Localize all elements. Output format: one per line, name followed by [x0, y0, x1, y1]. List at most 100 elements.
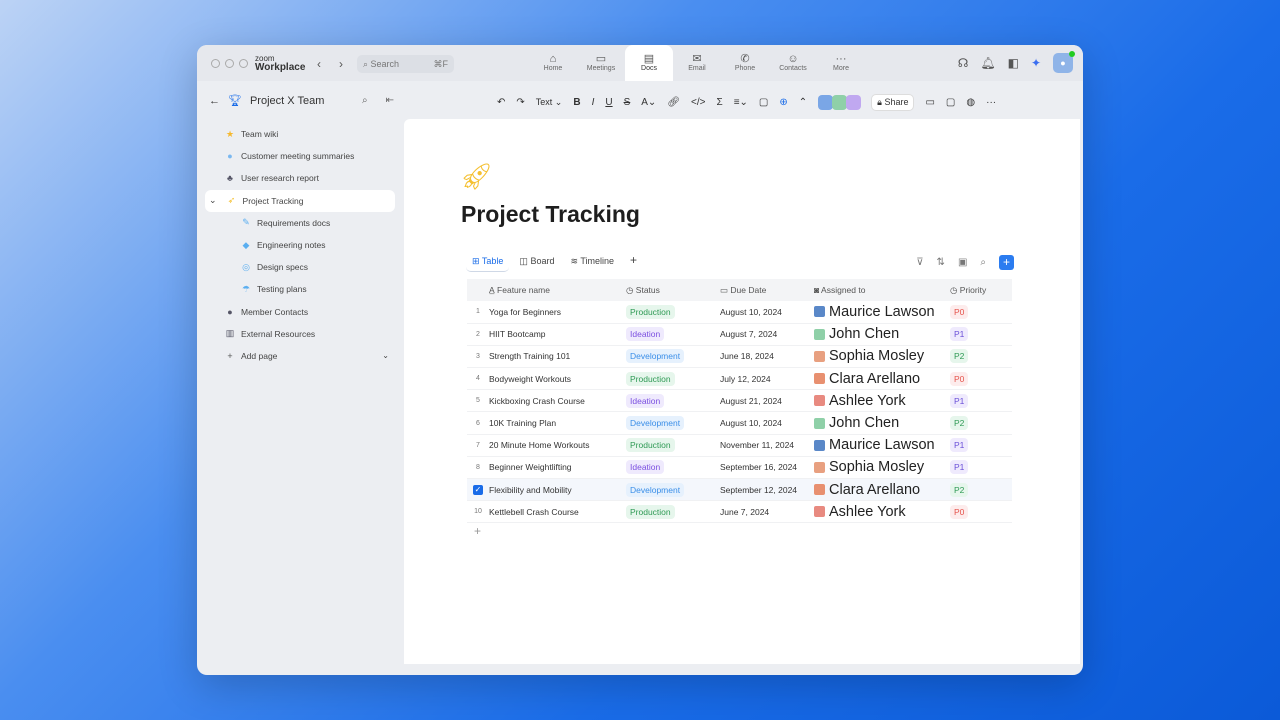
- priority-cell[interactable]: P2: [950, 345, 1012, 369]
- sidebar-item[interactable]: ▥ External Resources: [205, 323, 395, 345]
- feature-cell[interactable]: Bodyweight Workouts: [489, 367, 626, 391]
- sidebar-item[interactable]: ◆ Engineering notes: [205, 234, 395, 256]
- status-cell[interactable]: Development: [626, 478, 720, 502]
- view-tab-table[interactable]: ⊞ Table: [466, 252, 510, 272]
- row-number[interactable]: 10: [467, 500, 489, 524]
- nav-tab-more[interactable]: ··· More: [817, 45, 865, 81]
- window-controls[interactable]: [211, 59, 248, 68]
- table-row[interactable]: 2 HIIT Bootcamp Ideation August 7, 2024 …: [467, 323, 1012, 346]
- table-row[interactable]: 5 Kickboxing Crash Course Ideation Augus…: [467, 389, 1012, 413]
- globe-icon[interactable]: ◍: [966, 97, 976, 108]
- status-cell[interactable]: Production: [626, 301, 720, 324]
- row-number[interactable]: ✓: [467, 478, 489, 502]
- strikethrough-icon[interactable]: S: [623, 97, 631, 108]
- row-number[interactable]: 7: [467, 434, 489, 457]
- search-icon[interactable]: ⌕: [980, 257, 986, 268]
- chat-icon[interactable]: ▢: [945, 97, 956, 108]
- priority-cell[interactable]: P2: [950, 411, 1012, 435]
- view-tab-timeline[interactable]: ≋ Timeline: [570, 256, 615, 266]
- bold-icon[interactable]: B: [573, 97, 581, 108]
- collapse-sidebar-icon[interactable]: ⇤: [385, 95, 394, 106]
- chevron-up-icon[interactable]: ⌃: [798, 97, 808, 108]
- assignee-cell[interactable]: Clara Arellano: [814, 367, 950, 391]
- feature-cell[interactable]: HIIT Bootcamp: [489, 323, 626, 346]
- sidebar-item[interactable]: ♣ User research report: [205, 167, 395, 189]
- feature-cell[interactable]: 20 Minute Home Workouts: [489, 434, 626, 457]
- row-number[interactable]: 3: [467, 345, 489, 369]
- status-cell[interactable]: Ideation: [626, 323, 720, 346]
- forward-icon[interactable]: ›: [339, 57, 343, 71]
- italic-icon[interactable]: I: [591, 97, 595, 108]
- sidebar-item[interactable]: ● Customer meeting summaries: [205, 145, 395, 167]
- assignee-cell[interactable]: Maurice Lawson: [814, 301, 950, 324]
- panel-icon[interactable]: ◧: [1007, 56, 1019, 70]
- headset-icon[interactable]: ☊: [957, 56, 969, 70]
- back-icon[interactable]: ‹: [317, 57, 321, 71]
- nav-tab-home[interactable]: ⌂ Home: [529, 45, 577, 81]
- assignee-cell[interactable]: Maurice Lawson: [814, 434, 950, 457]
- column-header[interactable]: A̲ Feature name: [489, 279, 626, 301]
- assignee-cell[interactable]: John Chen: [814, 323, 950, 346]
- priority-cell[interactable]: P1: [950, 389, 1012, 413]
- filter-icon[interactable]: ⊽: [916, 257, 924, 268]
- select-all[interactable]: [467, 279, 489, 301]
- due-date-cell[interactable]: June 18, 2024: [720, 345, 814, 369]
- priority-cell[interactable]: P0: [950, 301, 1012, 324]
- add-view-button[interactable]: +: [630, 253, 638, 267]
- feature-cell[interactable]: Flexibility and Mobility: [489, 478, 626, 502]
- status-cell[interactable]: Development: [626, 411, 720, 435]
- formula-icon[interactable]: Σ: [716, 97, 723, 108]
- feature-cell[interactable]: Yoga for Beginners: [489, 301, 626, 324]
- table-row[interactable]: 1 Yoga for Beginners Production August 1…: [467, 301, 1012, 324]
- assignee-cell[interactable]: Clara Arellano: [814, 478, 950, 502]
- table-row[interactable]: 10 Kettlebell Crash Course Production Ju…: [467, 500, 1012, 524]
- search-input[interactable]: ⌕ Search ⌘F: [357, 55, 454, 73]
- due-date-cell[interactable]: July 12, 2024: [720, 367, 814, 391]
- undo-icon[interactable]: ↶: [497, 97, 506, 108]
- status-cell[interactable]: Production: [626, 367, 720, 391]
- link-icon[interactable]: 🔗︎: [667, 97, 681, 108]
- sidebar-item[interactable]: ★ Team wiki: [205, 123, 395, 145]
- add-row-button[interactable]: +: [474, 524, 482, 538]
- table-row[interactable]: 3 Strength Training 101 Development June…: [467, 345, 1012, 369]
- sidebar-item[interactable]: ☂ Testing plans: [205, 278, 395, 300]
- assignee-cell[interactable]: Ashlee York: [814, 389, 950, 413]
- due-date-cell[interactable]: August 10, 2024: [720, 301, 814, 324]
- status-cell[interactable]: Ideation: [626, 389, 720, 413]
- row-number[interactable]: 8: [467, 456, 489, 480]
- due-date-cell[interactable]: June 7, 2024: [720, 500, 814, 524]
- column-header[interactable]: ◷ Priority: [950, 279, 1012, 301]
- priority-cell[interactable]: P1: [950, 456, 1012, 480]
- nav-tab-docs[interactable]: ▤ Docs: [625, 45, 673, 81]
- more-icon[interactable]: ···: [986, 97, 997, 108]
- status-cell[interactable]: Development: [626, 345, 720, 369]
- status-cell[interactable]: Ideation: [626, 456, 720, 480]
- priority-cell[interactable]: P1: [950, 323, 1012, 346]
- nav-tab-phone[interactable]: ✆ Phone: [721, 45, 769, 81]
- column-header[interactable]: ▭ Due Date: [720, 279, 814, 301]
- due-date-cell[interactable]: August 21, 2024: [720, 389, 814, 413]
- insert-icon[interactable]: ⊕: [779, 97, 788, 108]
- view-tab-board[interactable]: ◫ Board: [519, 256, 555, 266]
- priority-cell[interactable]: P0: [950, 367, 1012, 391]
- row-number[interactable]: 1: [467, 301, 489, 324]
- priority-cell[interactable]: P1: [950, 434, 1012, 457]
- back-arrow-icon[interactable]: ←: [209, 94, 220, 107]
- feature-cell[interactable]: Beginner Weightlifting: [489, 456, 626, 480]
- assignee-cell[interactable]: Ashlee York: [814, 500, 950, 524]
- comment-icon[interactable]: ▢: [758, 97, 769, 108]
- chevron-down-icon[interactable]: ⌄: [209, 195, 217, 206]
- due-date-cell[interactable]: August 10, 2024: [720, 411, 814, 435]
- sidebar-item[interactable]: + Add page ⌄: [205, 345, 395, 367]
- column-header[interactable]: ◷ Status: [626, 279, 720, 301]
- row-number[interactable]: 2: [467, 323, 489, 346]
- text-style-dropdown[interactable]: Text ⌄: [535, 97, 563, 107]
- status-cell[interactable]: Production: [626, 434, 720, 457]
- redo-icon[interactable]: ↷: [516, 97, 525, 108]
- feature-cell[interactable]: Kickboxing Crash Course: [489, 389, 626, 413]
- sort-icon[interactable]: ⇅: [936, 257, 945, 268]
- video-icon[interactable]: ▭: [925, 97, 935, 108]
- table-row[interactable]: 6 10K Training Plan Development August 1…: [467, 411, 1012, 435]
- table-row[interactable]: 8 Beginner Weightlifting Ideation Septem…: [467, 456, 1012, 480]
- add-record-button[interactable]: +: [999, 255, 1014, 270]
